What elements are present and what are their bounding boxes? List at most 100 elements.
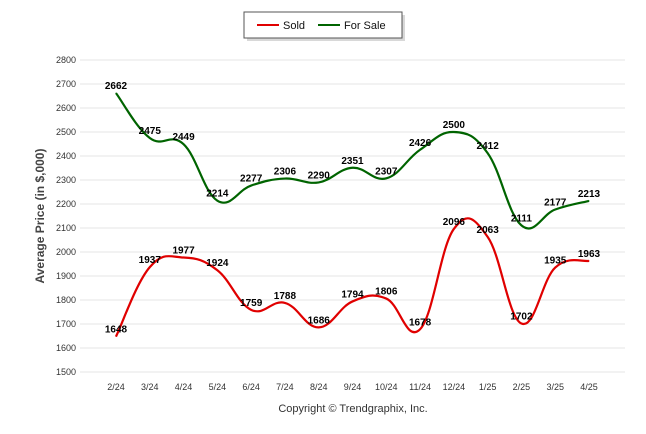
sold-point [554,267,556,269]
y-tick-label: 2600 [56,103,76,113]
sold-data-label: 1924 [206,258,229,269]
legend-forsale-label: For Sale [344,20,386,32]
for-sale-data-label: 2426 [409,138,432,149]
for-sale-point [216,200,218,202]
for-sale-point [588,200,590,202]
sold-point [115,335,117,337]
x-tick-label: 1/25 [479,382,497,392]
sold-data-label: 1977 [172,246,195,257]
sold-point [487,236,489,238]
y-tick-label: 1900 [56,271,76,281]
y-tick-label: 2100 [56,223,76,233]
x-tick-label: 2/24 [107,382,125,392]
x-tick-label: 4/24 [175,382,193,392]
y-axis-title: Average Price (in $,000) [33,149,47,284]
for-sale-point [284,178,286,180]
y-tick-label: 1800 [56,295,76,305]
x-tick-label: 10/24 [375,382,398,392]
series-lines [115,92,590,337]
x-tick-label: 7/24 [276,382,294,392]
legend: Sold For Sale [243,11,405,41]
sold-data-label: 2063 [477,225,500,236]
for-sale-point [115,92,117,94]
for-sale-point [487,152,489,154]
for-sale-point [149,137,151,139]
x-tick-label: 4/25 [580,382,598,392]
x-axis-ticks: 2/24 3/24 4/24 5/24 6/24 7/24 8/24 9/24 10/24 11/… [107,382,598,392]
y-tick-label: 2000 [56,247,76,257]
sold-data-label: 1935 [544,256,567,267]
legend-sold-label: Sold [283,20,305,32]
for-sale-data-label: 2307 [375,166,398,177]
for-sale-data-label: 2177 [544,198,567,209]
sold-data-label: 1678 [409,317,432,328]
sold-point [419,328,421,330]
sold-point [149,266,151,268]
for-sale-data-label: 2351 [341,156,364,167]
sold-point [250,309,252,311]
y-tick-label: 2400 [56,151,76,161]
y-tick-label: 2300 [56,175,76,185]
sold-data-label: 1806 [375,287,398,298]
sold-point [216,269,218,271]
for-sale-point [352,167,353,169]
sold-point [284,302,286,304]
x-tick-label: 11/24 [409,382,431,392]
x-tick-label: 6/24 [242,382,260,392]
for-sale-data-label: 2500 [443,120,466,131]
for-sale-data-label: 2662 [105,81,128,92]
gridlines [80,59,625,373]
for-sale-point [453,131,455,133]
for-sale-data-label: 2475 [139,126,162,137]
sold-data-label: 1759 [240,298,263,309]
for-sale-point [385,177,387,179]
sold-point [588,260,590,262]
sold-point [385,298,387,300]
data-labels: 1648 1937 1977 1924 1759 1788 1686 1794 1806 1678… [105,81,601,335]
y-axis-ticks: 1500 1600 1700 1800 1900 2000 2100 2200 2300 2400… [56,55,76,377]
for-sale-point [318,181,320,183]
x-tick-label: 3/24 [141,382,159,392]
sold-data-label: 1788 [274,291,297,302]
sold-series-line [115,217,590,337]
for-sale-data-label: 2277 [240,174,263,185]
for-sale-point [419,149,421,151]
x-tick-label: 8/24 [310,382,328,392]
for-sale-data-label: 2290 [308,170,331,181]
y-tick-label: 2800 [56,55,76,65]
sold-point [352,300,353,302]
y-tick-label: 2700 [56,79,76,89]
y-tick-label: 2200 [56,199,76,209]
copyright-footer: Copyright © Trendgraphix, Inc. [278,403,427,415]
for-sale-data-label: 2213 [578,189,601,200]
for-sale-data-label: 2306 [274,167,297,178]
sold-data-label: 1937 [139,255,162,266]
y-tick-label: 2500 [56,127,76,137]
sold-data-label: 1794 [341,289,364,300]
y-tick-label: 1700 [56,319,76,329]
x-tick-label: 12/24 [443,382,466,392]
for-sale-data-label: 2111 [511,213,533,224]
sold-data-label: 1963 [578,249,601,260]
sold-data-label: 2096 [443,217,466,228]
for-sale-data-label: 2412 [477,141,500,152]
y-tick-label: 1600 [56,343,76,353]
sold-data-label: 1686 [308,315,331,326]
x-tick-label: 9/24 [344,382,362,392]
sold-data-label: 1648 [105,324,128,335]
for-sale-point [250,185,252,187]
x-tick-label: 3/25 [546,382,564,392]
sold-point [520,323,522,325]
for-sale-data-label: 2214 [206,189,229,200]
for-sale-data-label: 2449 [172,132,195,143]
sold-data-label: 1702 [510,312,533,323]
sold-point [453,228,455,230]
sold-point [318,326,320,328]
x-tick-label: 5/24 [209,382,227,392]
x-tick-label: 2/25 [513,382,531,392]
for-sale-point [520,224,522,226]
for-sale-point [554,209,556,211]
for-sale-point [183,143,185,145]
sold-point [183,257,185,259]
